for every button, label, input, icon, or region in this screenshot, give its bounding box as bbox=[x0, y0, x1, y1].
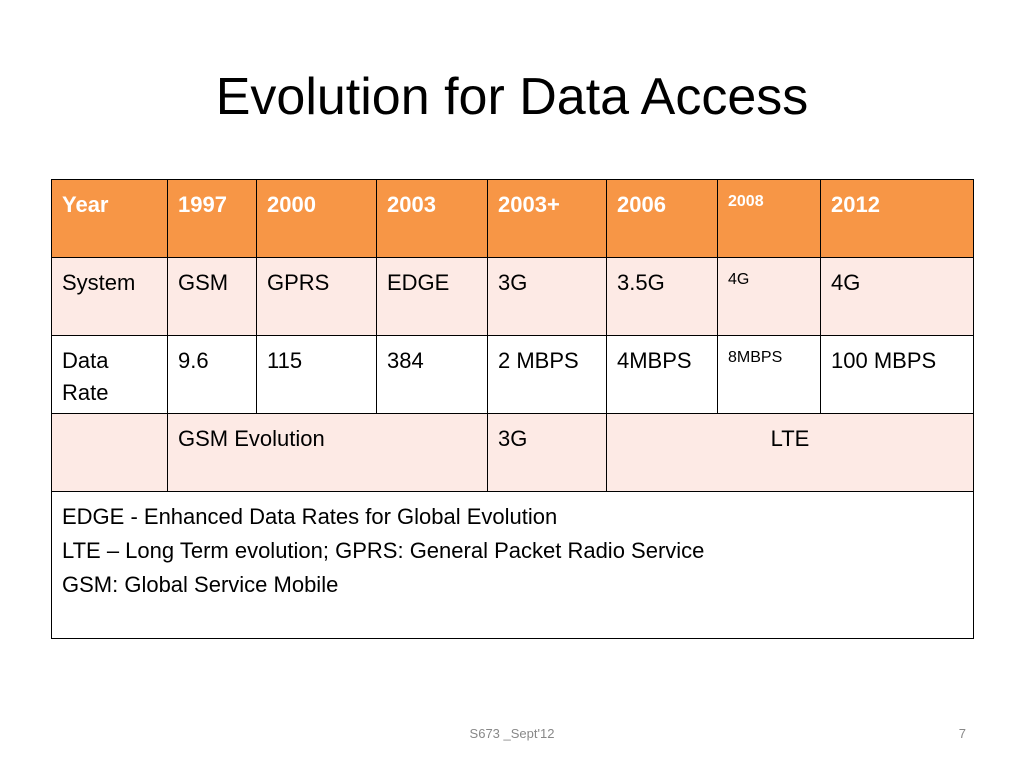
slide-title: Evolution for Data Access bbox=[215, 68, 809, 126]
table-cell: 4G bbox=[820, 257, 974, 336]
page-number: 7 bbox=[958, 726, 966, 741]
header-cell: 2012 bbox=[820, 179, 974, 258]
header-row: Year 1997 2000 2003 2003+ 2006 2008 2012 bbox=[51, 179, 974, 258]
table-cell: 384 bbox=[376, 335, 488, 414]
table-cell-gsm-evolution: GSM Evolution bbox=[167, 413, 488, 492]
header-cell: 2000 bbox=[256, 179, 377, 258]
note-line: LTE – Long Term evolution; GPRS: General… bbox=[62, 538, 705, 563]
table-row-evolution: GSM Evolution 3G LTE bbox=[51, 413, 974, 492]
table-cell-3g: 3G bbox=[487, 413, 607, 492]
header-cell: 2008 bbox=[717, 179, 821, 258]
table-cell: System bbox=[51, 257, 168, 336]
note-line: GSM: Global Service Mobile bbox=[62, 572, 339, 597]
note-line: EDGE - Enhanced Data Rates for Global Ev… bbox=[62, 504, 558, 529]
header-cell: 2006 bbox=[606, 179, 718, 258]
table-cell: 9.6 bbox=[167, 335, 257, 414]
table-row-system: System GSM GPRS EDGE 3G 3.5G 4G 4G bbox=[51, 257, 974, 336]
header-cell: Year bbox=[51, 179, 168, 258]
table-row-notes: EDGE - Enhanced Data Rates for Global Ev… bbox=[51, 491, 974, 639]
table-cell-lte: LTE bbox=[606, 413, 974, 492]
evolution-table: Year 1997 2000 2003 2003+ 2006 2008 2012… bbox=[51, 179, 974, 639]
table-row-data-rate: Data Rate 9.6 115 384 2 MBPS 4MBPS 8MBPS… bbox=[51, 335, 974, 414]
header-cell: 2003+ bbox=[487, 179, 607, 258]
header-cell: 2003 bbox=[376, 179, 488, 258]
table-cell: 4MBPS bbox=[606, 335, 718, 414]
header-cell: 1997 bbox=[167, 179, 257, 258]
table-cell: 3.5G bbox=[606, 257, 718, 336]
table-cell bbox=[51, 413, 168, 492]
table-cell: 115 bbox=[256, 335, 377, 414]
table-cell: 8MBPS bbox=[717, 335, 821, 414]
table-cell: 100 MBPS bbox=[820, 335, 974, 414]
table-cell: 3G bbox=[487, 257, 607, 336]
footer-label: S673 _Sept'12 bbox=[469, 726, 555, 741]
table-cell: GPRS bbox=[256, 257, 377, 336]
table-cell: GSM bbox=[167, 257, 257, 336]
table-cell: EDGE bbox=[376, 257, 488, 336]
table-cell: Data Rate bbox=[51, 335, 168, 414]
table-cell: 2 MBPS bbox=[487, 335, 607, 414]
table-cell: 4G bbox=[717, 257, 821, 336]
notes-cell: EDGE - Enhanced Data Rates for Global Ev… bbox=[51, 491, 974, 639]
